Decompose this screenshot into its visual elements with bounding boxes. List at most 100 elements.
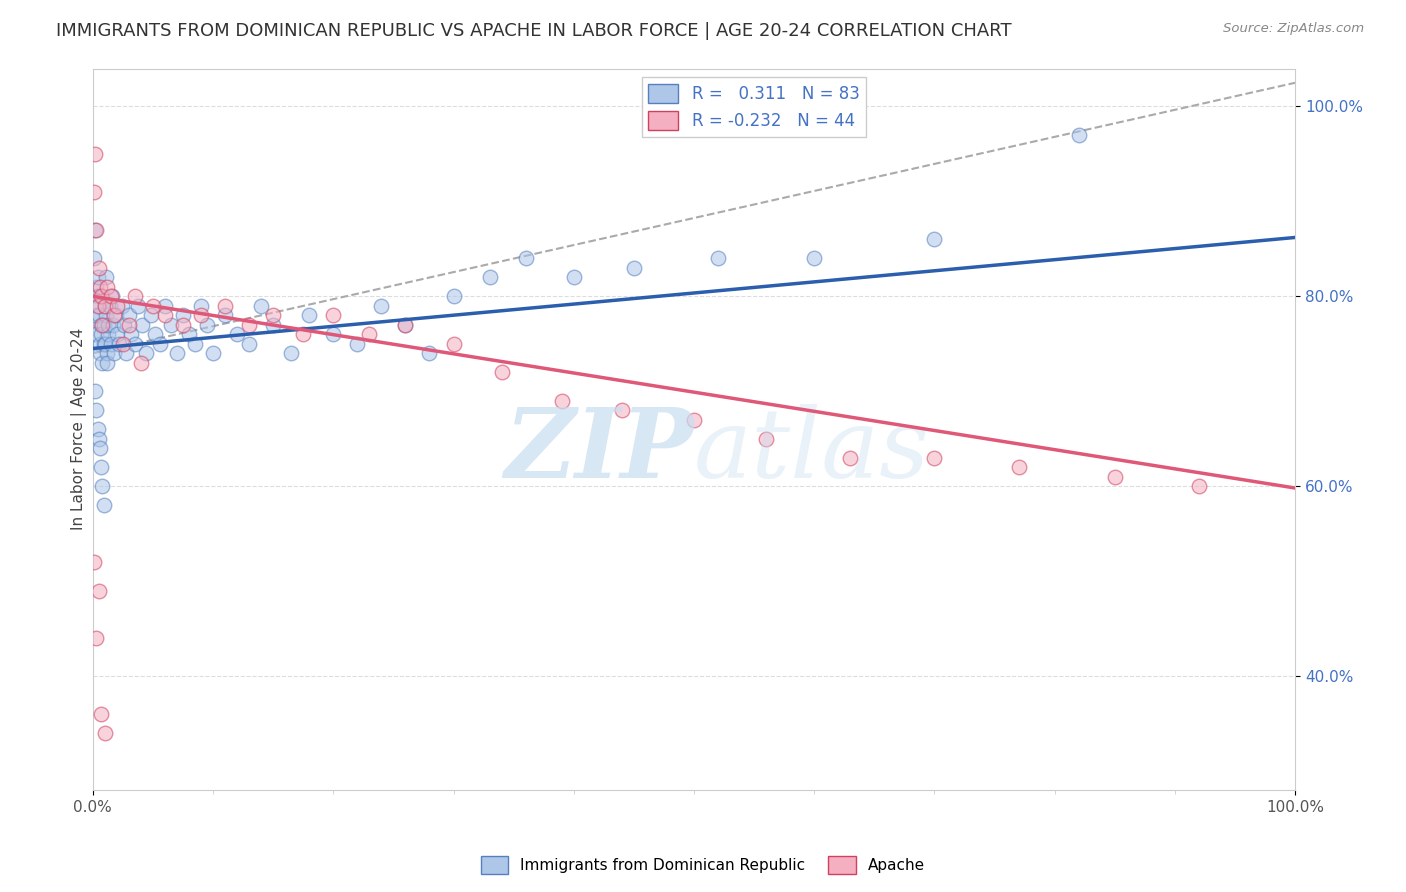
Point [90,327,112,342]
Point [190,299,212,313]
Point [153,299,176,313]
Point [91,289,114,303]
Point [139,308,162,322]
Point [238,318,260,332]
Point [87,583,110,598]
Point [924,232,946,246]
Point [292,327,315,342]
Point [86,631,108,645]
Point [103,318,125,332]
Point [90,460,112,475]
Point [89,280,111,294]
Point [262,308,284,322]
Point [87,299,110,313]
Point [103,346,125,360]
Point [87,308,110,322]
Point [105,327,128,342]
Point [238,336,260,351]
Point [86,299,108,313]
Point [370,299,392,313]
Point [172,318,194,332]
Y-axis label: In Labor Force | Age 20-24: In Labor Force | Age 20-24 [72,328,87,531]
Point [322,308,344,322]
Point [1007,460,1029,475]
Point [108,336,131,351]
Point [280,346,302,360]
Point [91,479,114,493]
Point [298,308,321,322]
Point [443,289,465,303]
Point [551,393,574,408]
Point [1104,469,1126,483]
Point [322,327,344,342]
Point [394,318,416,332]
Point [84,308,107,322]
Point [96,356,118,370]
Point [86,289,108,303]
Point [100,289,122,303]
Point [97,327,120,342]
Point [515,252,537,266]
Point [103,308,125,322]
Point [143,327,166,342]
Text: IMMIGRANTS FROM DOMINICAN REPUBLIC VS APACHE IN LABOR FORCE | AGE 20-24 CORRELAT: IMMIGRANTS FROM DOMINICAN REPUBLIC VS AP… [56,22,1012,40]
Point [418,346,440,360]
Point [177,327,200,342]
Point [623,260,645,275]
Text: atlas: atlas [695,404,931,498]
Point [94,308,117,322]
Legend: R =   0.311   N = 83, R = -0.232   N = 44: R = 0.311 N = 83, R = -0.232 N = 44 [641,77,866,137]
Point [214,308,236,322]
Point [491,365,513,379]
Point [94,299,117,313]
Point [394,318,416,332]
Point [94,726,117,740]
Point [84,223,107,237]
Point [96,280,118,294]
Point [124,289,146,303]
Point [86,280,108,294]
Point [120,327,142,342]
Point [131,318,153,332]
Point [118,318,141,332]
Point [683,413,706,427]
Point [346,336,368,351]
Point [87,260,110,275]
Point [90,318,112,332]
Point [94,299,117,313]
Point [83,185,105,199]
Legend: Immigrants from Dominican Republic, Apache: Immigrants from Dominican Republic, Apac… [475,850,931,880]
Point [118,308,141,322]
Point [89,336,111,351]
Point [166,346,188,360]
Point [610,403,633,417]
Point [135,346,157,360]
Point [142,299,165,313]
Point [562,270,585,285]
Point [707,252,730,266]
Point [226,327,249,342]
Point [202,346,225,360]
Point [149,336,172,351]
Point [96,346,118,360]
Point [839,450,862,465]
Point [101,289,124,303]
Text: ZIP: ZIP [505,404,695,498]
Point [129,356,152,370]
Point [104,308,127,322]
Point [250,299,273,313]
Point [924,450,946,465]
Point [190,308,212,322]
Point [478,270,501,285]
Point [90,289,112,303]
Point [153,308,176,322]
Point [83,555,105,569]
Point [91,318,114,332]
Point [443,336,465,351]
Point [111,336,134,351]
Point [803,252,825,266]
Point [214,299,236,313]
Point [90,706,112,721]
Point [84,147,107,161]
Point [84,384,107,399]
